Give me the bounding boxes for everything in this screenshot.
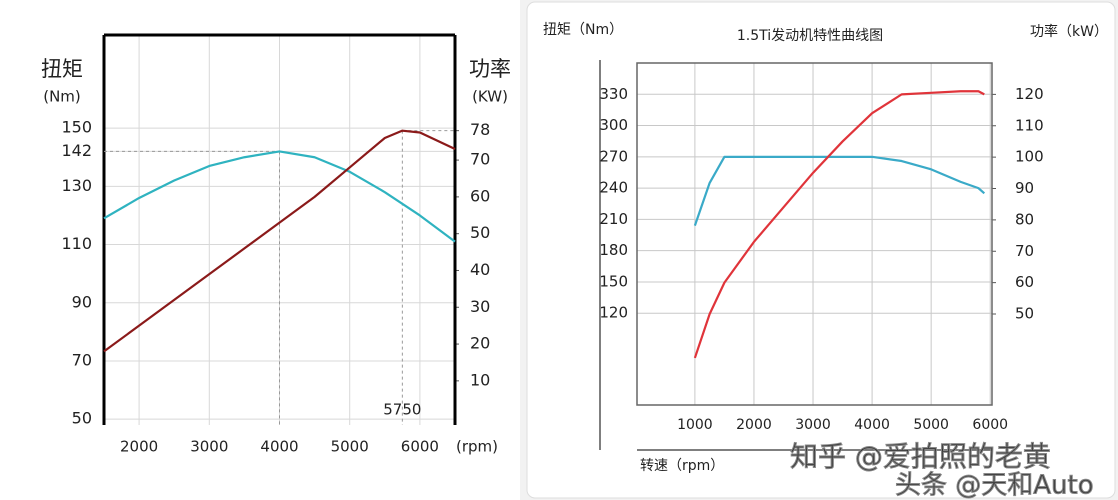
y2-tick-label: 50 [470,223,490,242]
x-tick-label: 6000 [401,438,439,456]
y2-tick-label: 30 [470,297,490,316]
y-tick-label: 150 [599,272,628,290]
y2-tick-label: 90 [1015,179,1034,197]
y2-tick-label: 70 [1015,242,1034,260]
y-unit: (Nm) [43,88,81,106]
y-tick-label: 110 [61,234,92,253]
x-tick-label: 6000 [972,417,1008,433]
y-tick-label: 210 [599,210,628,228]
series-line [103,129,456,353]
x-tick-label: 2000 [736,417,772,433]
y-tick-label: 142 [61,141,92,160]
y-tick-label: 150 [61,118,92,137]
y-tick-label: 130 [61,176,92,195]
watermark: 头条 @天和Auto [895,471,1094,500]
series-line [693,155,986,227]
y-label: 扭矩 [41,57,83,81]
y-tick-label: 300 [599,116,628,134]
left-panel [0,0,520,500]
y2-tick-label: 110 [1015,116,1044,134]
y-tick-label: 90 [72,292,92,311]
y2-label: 功率（kW） [1030,23,1108,40]
y2-tick-label: 20 [470,334,490,353]
x-label: (rpm) [456,438,498,456]
y-tick-label: 70 [72,350,92,369]
y-tick-label: 330 [599,85,628,103]
y-tick-label: 120 [599,304,628,322]
series-line [693,90,985,359]
y2-label: 功率 [469,57,511,81]
series-line [103,150,456,243]
x-tick-label: 3000 [795,417,831,433]
watermark: 知乎 @爱拍照的老黄 [790,440,1051,473]
y2-tick-label: 60 [470,186,490,205]
y-tick-label: 270 [599,147,628,165]
x-tick-label: 1000 [677,417,713,433]
y2-tick-label: 50 [1015,305,1034,323]
y2-tick-label: 70 [470,150,490,169]
chart-title: 1.5Ti发动机特性曲线图 [737,28,883,44]
x-tick-label: 4000 [260,438,298,456]
y2-tick-label: 10 [470,370,490,389]
x-tick-label: 3000 [190,438,228,456]
y2-tick-label: 78 [470,120,490,139]
y-tick-label: 180 [599,241,628,259]
y2-tick-label: 100 [1015,148,1044,166]
y2-tick-label: 120 [1015,85,1044,103]
y2-unit: (KW) [472,88,508,106]
y2-tick-label: 80 [1015,210,1034,228]
y-tick-label: 240 [599,179,628,197]
x-tick-label: 4000 [854,417,890,433]
x-tick-label: 5000 [913,417,949,433]
y-tick-label: 50 [72,409,92,428]
y2-tick-label: 60 [1015,273,1034,291]
y-label: 扭矩（Nm） [543,22,623,38]
x-tick-label: 5000 [331,438,369,456]
x-tick-label: 2000 [120,438,158,456]
y2-tick-label: 40 [470,260,490,279]
annotation: 5750 [383,401,421,419]
x-label: 转速（rpm） [640,458,724,474]
frame [636,62,993,406]
